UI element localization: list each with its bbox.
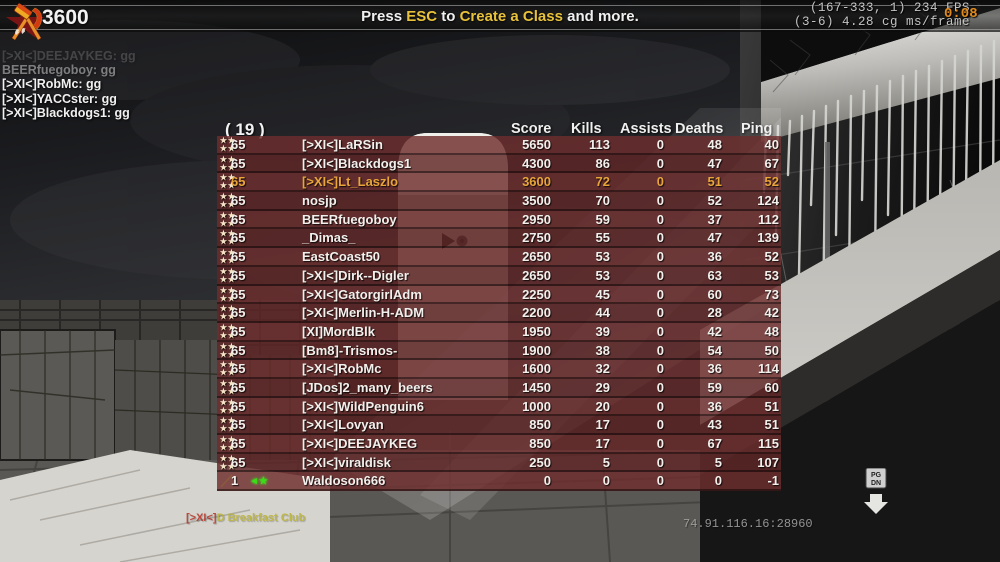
svg-text:DN: DN	[871, 480, 881, 487]
svg-text:PG: PG	[871, 472, 882, 479]
